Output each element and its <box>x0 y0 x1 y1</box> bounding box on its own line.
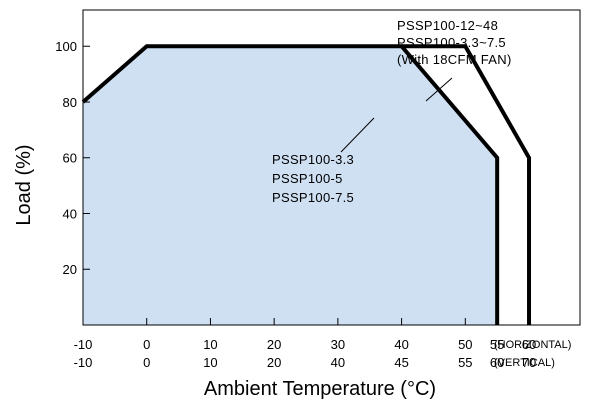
x-tick-label-horizontal: 10 <box>203 337 217 352</box>
vertical-row-label: (VERTICAL) <box>494 357 555 369</box>
x-tick-label-horizontal: 20 <box>267 337 281 352</box>
x-tick-label-vertical: 70 <box>522 355 536 370</box>
y-tick-label: 100 <box>55 39 77 54</box>
y-tick-label: 20 <box>63 262 77 277</box>
x-tick-label-horizontal: 0 <box>143 337 150 352</box>
x-tick-label-horizontal: 60 <box>522 337 536 352</box>
x-axis-title: Ambient Temperature (°C) <box>204 378 436 400</box>
series-0-annotation-line: PSSP100-7.5 <box>272 190 354 205</box>
x-tick-label-horizontal: 40 <box>394 337 408 352</box>
x-tick-label-vertical: 45 <box>394 355 408 370</box>
y-tick-label: 40 <box>63 206 77 221</box>
series-0-annotation-line: PSSP100-3.3 <box>272 152 354 167</box>
series-1-leader <box>425 77 453 102</box>
horizontal-row-label: (HORIZONTAL) <box>494 339 571 351</box>
x-tick-label-horizontal: -10 <box>74 337 93 352</box>
x-tick-label-vertical: 20 <box>267 355 281 370</box>
x-tick-label-vertical: 0 <box>143 355 150 370</box>
series-0-leader <box>340 117 375 153</box>
y-tick-label: 60 <box>63 151 77 166</box>
x-tick-label-vertical: 55 <box>458 355 472 370</box>
series-0-annotation-line: PSSP100-5 <box>272 171 343 186</box>
safe-area-fill <box>83 46 498 325</box>
x-tick-label-vertical: 40 <box>331 355 345 370</box>
series-line-1 <box>401 44 532 325</box>
x-tick-label-vertical: -10 <box>74 355 93 370</box>
plot-frame <box>82 9 581 326</box>
y-tick-label: 80 <box>63 95 77 110</box>
x-tick-label-horizontal: 30 <box>331 337 345 352</box>
x-tick-label-horizontal: 50 <box>458 337 472 352</box>
x-tick-label-horizontal: 55 <box>490 337 504 352</box>
series-1-annotation-line: PSSP100-3.3~7.5 <box>397 35 506 50</box>
y-axis-title: Load (%) <box>13 144 35 225</box>
x-tick-label-vertical: 10 <box>203 355 217 370</box>
x-tick-label-vertical: 60 <box>490 355 504 370</box>
series-1-annotation-line: PSSP100-12~48 <box>397 18 498 33</box>
series-1-annotation-line: (With 18CFM FAN) <box>397 52 512 67</box>
